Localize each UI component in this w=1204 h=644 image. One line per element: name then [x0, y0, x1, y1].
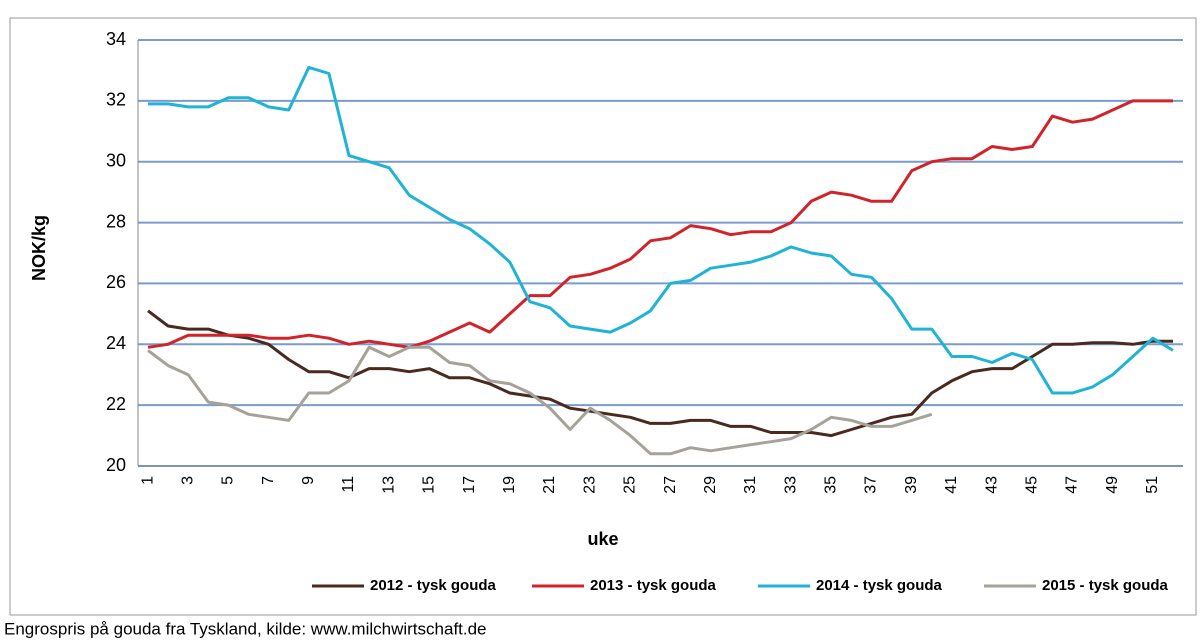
- x-tick-label: 17: [461, 476, 478, 494]
- y-tick-label: 32: [106, 90, 126, 110]
- x-tick-label: 5: [220, 476, 237, 485]
- x-tick-label: 51: [1144, 476, 1161, 494]
- x-tick-label: 25: [622, 476, 639, 494]
- chart-frame: [9, 17, 1197, 616]
- x-tick-label: 37: [863, 476, 880, 494]
- x-tick-label: 11: [340, 476, 357, 493]
- y-tick-label: 22: [106, 394, 126, 414]
- legend-label: 2013 - tysk gouda: [590, 577, 717, 594]
- y-axis-label: NOK/kg: [29, 215, 49, 281]
- series-line: [148, 65, 1174, 395]
- x-tick-label: 23: [581, 476, 598, 494]
- x-tick-label: 29: [702, 476, 719, 494]
- x-tick-label: 39: [903, 476, 920, 494]
- x-tick-label: 41: [943, 476, 960, 494]
- caption: Engrospris på gouda fra Tyskland, kilde:…: [4, 619, 487, 638]
- x-tick-label: 45: [1023, 476, 1040, 494]
- y-tick-label: 26: [106, 272, 126, 292]
- x-tick-label: 33: [782, 476, 799, 494]
- y-tick-label: 30: [106, 150, 126, 170]
- x-tick-label: 15: [421, 476, 438, 494]
- x-tick-label: 27: [662, 476, 679, 494]
- x-tick-label: 43: [983, 476, 1000, 494]
- y-tick-label: 20: [106, 455, 126, 475]
- y-tick-label: 34: [106, 29, 126, 49]
- x-tick-label: 7: [260, 476, 277, 485]
- x-tick-label: 21: [541, 476, 558, 494]
- y-tick-label: 24: [106, 333, 126, 353]
- legend-label: 2015 - tysk gouda: [1042, 577, 1169, 594]
- x-axis-label: uke: [587, 529, 618, 549]
- x-tick-label: 49: [1104, 476, 1121, 494]
- x-tick-label: 19: [501, 476, 518, 494]
- y-tick-label: 28: [106, 211, 126, 231]
- x-tick-label: 9: [300, 476, 317, 485]
- legend-label: 2012 - tysk gouda: [370, 577, 497, 594]
- x-tick-label: 13: [380, 476, 397, 494]
- series-line: [147, 309, 1173, 438]
- x-tick-label: 31: [742, 476, 759, 494]
- series-line: [147, 345, 933, 456]
- x-tick-label: 47: [1064, 476, 1081, 494]
- legend-label: 2014 - tysk gouda: [816, 577, 943, 594]
- x-tick-label: 3: [179, 476, 196, 485]
- series-line: [147, 99, 1173, 349]
- x-tick-label: 1: [139, 476, 156, 485]
- x-tick-label: 35: [823, 476, 840, 494]
